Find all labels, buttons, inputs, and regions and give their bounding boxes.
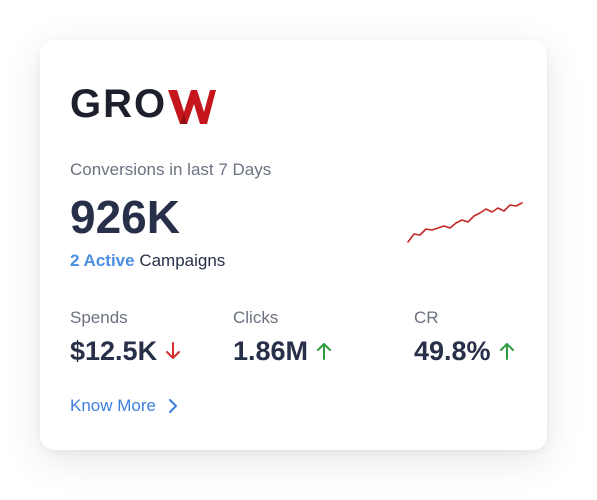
conversions-card: GRO Conversions in last 7 Days 926K 2 Ac…	[40, 40, 547, 450]
metric-label: Spends	[70, 308, 128, 327]
arrow-down-icon	[166, 342, 181, 359]
grow-logo: GRO	[70, 82, 217, 126]
metric-label: Clicks	[233, 308, 279, 327]
logo-w-mark	[168, 90, 217, 124]
trend-line	[407, 202, 523, 243]
know-more-link[interactable]: Know More	[70, 396, 178, 416]
trend-sparkline	[407, 202, 523, 243]
metric-clicks: Clicks 1.86M	[233, 307, 332, 367]
metric-spends: Spends $12.5K	[70, 307, 181, 367]
metric-value: 49.8%	[414, 336, 491, 366]
logo-text: GRO	[70, 82, 168, 126]
know-more-label: Know More	[70, 396, 156, 415]
chevron-right-icon	[168, 399, 177, 413]
metric-value: $12.5K	[70, 336, 158, 366]
campaigns-label: Campaigns	[139, 251, 226, 270]
metric-cr: CR 49.8%	[414, 307, 515, 367]
conversions-title: Conversions in last 7 Days	[70, 160, 272, 179]
active-campaigns: 2 Active Campaigns	[70, 251, 225, 271]
active-count: 2 Active	[70, 251, 135, 270]
arrow-up-icon	[499, 343, 514, 360]
metric-value: 1.86M	[233, 336, 309, 366]
conversions-value: 926K	[70, 191, 180, 243]
arrow-up-icon	[317, 343, 332, 360]
metric-label: CR	[414, 308, 439, 327]
